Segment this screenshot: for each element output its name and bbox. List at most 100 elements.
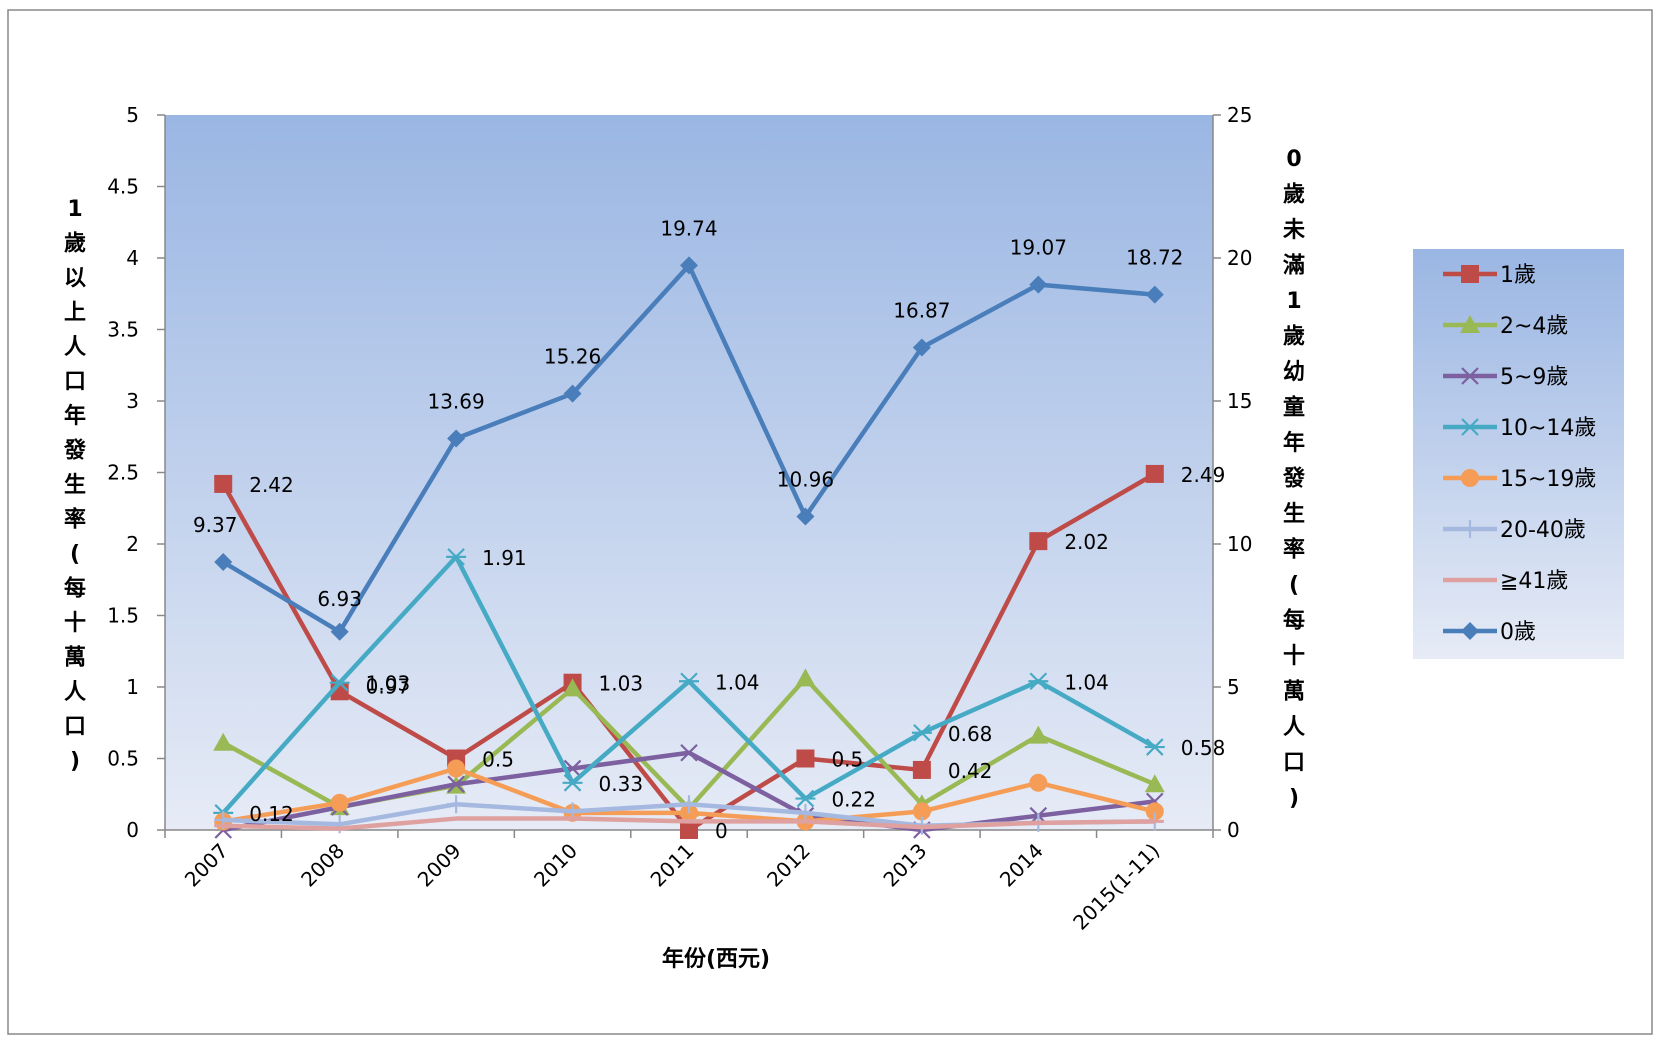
data-point bbox=[214, 474, 233, 493]
data-point bbox=[446, 548, 467, 566]
data-point bbox=[1028, 672, 1049, 691]
data-point bbox=[1029, 275, 1048, 294]
y-axis-title-left-char: 每 bbox=[64, 576, 86, 602]
y-axis-title-left-char: 以 bbox=[64, 266, 86, 291]
data-point bbox=[1144, 774, 1165, 793]
y-axis-title-right-char: 十 bbox=[1283, 644, 1305, 669]
legend-label: 10~14歲 bbox=[1500, 416, 1596, 441]
data-labels-layer: 2.42 0.97 0.5 1.03 0 0.5 0.42 2.02 2.49 0.12 1.03 1… bbox=[193, 216, 1225, 843]
data-label: 1.03 bbox=[366, 672, 411, 696]
y-axis-title-right-char: 口 bbox=[1283, 751, 1305, 776]
y-axis-title-left-char: 率 bbox=[64, 507, 86, 533]
y-axis-title-right-char: 率 bbox=[1283, 537, 1305, 563]
y-tick-label-right: 15 bbox=[1227, 389, 1252, 413]
data-point bbox=[329, 673, 350, 692]
data-label: 2.02 bbox=[1064, 530, 1109, 554]
legend-item: 15~19歲 bbox=[1443, 467, 1596, 492]
y-axis-title-right-char: 未 bbox=[1283, 218, 1305, 243]
data-point bbox=[795, 668, 816, 687]
legend-box bbox=[1413, 249, 1624, 659]
data-point bbox=[1028, 725, 1049, 744]
data-label: 15.26 bbox=[544, 345, 601, 369]
y-tick-label-left: 2 bbox=[126, 532, 139, 556]
data-label: 1.91 bbox=[482, 546, 527, 570]
data-label: 10.96 bbox=[777, 468, 834, 492]
data-point bbox=[1029, 773, 1048, 792]
data-point bbox=[912, 802, 931, 821]
data-label: 0.42 bbox=[948, 759, 993, 783]
legend-marker bbox=[1461, 469, 1479, 487]
data-label: 1.03 bbox=[599, 672, 644, 696]
y-tick-label-left: 3.5 bbox=[107, 318, 139, 342]
legend-marker bbox=[1461, 265, 1479, 283]
data-point bbox=[680, 256, 698, 275]
data-label: 0.68 bbox=[948, 722, 993, 746]
data-point bbox=[447, 759, 466, 778]
legend-label: 0歲 bbox=[1500, 620, 1536, 645]
data-label: 1.04 bbox=[1064, 670, 1109, 694]
data-point bbox=[447, 795, 466, 814]
y-tick-label-right: 10 bbox=[1227, 532, 1252, 556]
legend-marker bbox=[1461, 622, 1479, 640]
y-tick-label-left: 1.5 bbox=[107, 604, 139, 628]
y-axis-title-right-char: 滿 bbox=[1283, 253, 1305, 279]
legend-item: ≧41歲 bbox=[1443, 569, 1568, 594]
legend-item: 20-40歲 bbox=[1443, 518, 1586, 543]
y-axis-title-right-char: ) bbox=[1289, 786, 1299, 811]
y-axis-title-right-char: 萬 bbox=[1283, 680, 1305, 705]
y-axis-title-left-char: 歲 bbox=[64, 232, 86, 257]
series-≧41歲 bbox=[214, 816, 1164, 831]
y-axis-title-right-char: 0 bbox=[1286, 147, 1301, 172]
y-tick-label-right: 0 bbox=[1227, 818, 1240, 842]
x-axis-title: 年份(西元) bbox=[662, 946, 770, 972]
legend-item: 5~9歲 bbox=[1443, 365, 1568, 390]
data-point bbox=[796, 749, 815, 768]
legend-label: 15~19歲 bbox=[1500, 467, 1596, 492]
y-axis-title-right-char: ( bbox=[1289, 573, 1299, 598]
y-axis-title-right-char: 年 bbox=[1283, 430, 1305, 456]
legend-label: ≧41歲 bbox=[1500, 569, 1568, 594]
legend-marker bbox=[1461, 367, 1479, 385]
data-label: 0.5 bbox=[831, 748, 863, 772]
data-point bbox=[680, 744, 698, 762]
legend-label: 1歲 bbox=[1500, 263, 1536, 288]
data-point bbox=[330, 622, 349, 641]
y-tick-label-left: 5 bbox=[126, 103, 139, 127]
data-point bbox=[680, 821, 698, 839]
data-point bbox=[911, 723, 932, 742]
data-label: 0.12 bbox=[249, 802, 294, 826]
data-label: 0.33 bbox=[599, 772, 644, 796]
y-tick-label-left: 0 bbox=[126, 818, 139, 842]
y-axis-title-right-char: 人 bbox=[1283, 715, 1305, 740]
legend-label: 2~4歲 bbox=[1500, 314, 1568, 339]
legend-marker bbox=[1461, 520, 1479, 538]
y-tick-label-right: 5 bbox=[1227, 675, 1240, 699]
y-axis-title-left-char: 發 bbox=[63, 439, 86, 464]
data-point bbox=[330, 793, 349, 812]
y-axis-title-right-char: 歲 bbox=[1283, 183, 1305, 208]
y-axis-title-right-char: 發 bbox=[1282, 467, 1305, 492]
data-point bbox=[562, 774, 583, 792]
data-label: 2.49 bbox=[1181, 463, 1226, 487]
y-axis-title-left-char: 生 bbox=[64, 473, 86, 498]
y-axis-title-left-char: 人 bbox=[64, 680, 86, 705]
y-axis-title-left-char: 上 bbox=[64, 301, 86, 326]
data-label: 19.74 bbox=[660, 216, 717, 240]
y-axis-title-left-char: ( bbox=[70, 542, 80, 567]
data-label: 0 bbox=[715, 819, 728, 843]
y-tick-label-left: 4.5 bbox=[107, 175, 139, 199]
data-label: 2.42 bbox=[249, 473, 294, 497]
data-label: 9.37 bbox=[193, 513, 238, 537]
y-axis-title-left-char: 年 bbox=[64, 403, 86, 429]
y-axis-title-left-char: 十 bbox=[64, 611, 86, 636]
data-point bbox=[1029, 532, 1048, 551]
data-label: 16.87 bbox=[893, 299, 950, 323]
y-axis-title-right-char: 童 bbox=[1283, 395, 1305, 421]
data-point bbox=[796, 507, 815, 526]
y-axis-title-right-char: 每 bbox=[1283, 608, 1305, 634]
data-point bbox=[679, 672, 699, 691]
data-label: 18.72 bbox=[1126, 246, 1183, 270]
